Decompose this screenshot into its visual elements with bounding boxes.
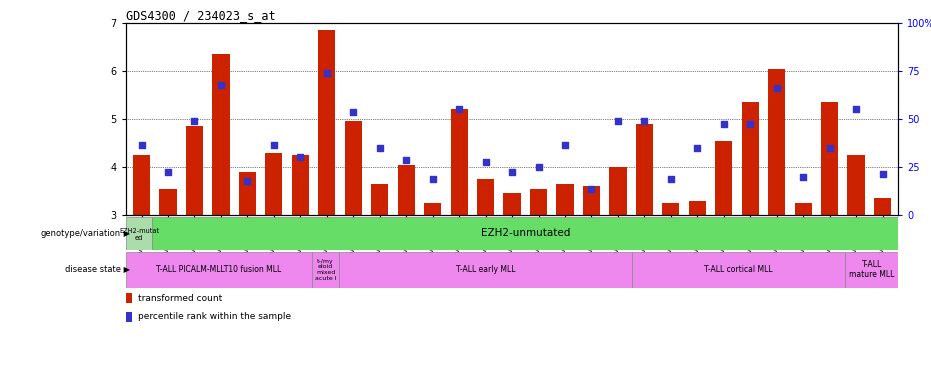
Text: disease state: disease state xyxy=(65,265,121,274)
Bar xyxy=(212,54,230,215)
Bar xyxy=(530,189,547,215)
Text: ▶: ▶ xyxy=(121,265,130,274)
Point xyxy=(505,169,519,175)
Bar xyxy=(847,155,865,215)
Text: GDS4300 / 234023_s_at: GDS4300 / 234023_s_at xyxy=(126,9,276,22)
Bar xyxy=(291,155,309,215)
Bar xyxy=(662,203,680,215)
Bar xyxy=(126,217,153,250)
Bar xyxy=(186,126,203,215)
Bar xyxy=(312,252,339,288)
Point xyxy=(611,118,626,124)
Bar xyxy=(557,184,573,215)
Bar xyxy=(451,109,467,215)
Point xyxy=(690,145,705,151)
Point xyxy=(134,142,149,149)
Point xyxy=(187,118,202,124)
Text: ▶: ▶ xyxy=(121,229,130,238)
Point xyxy=(716,121,731,127)
Bar xyxy=(398,165,415,215)
Text: EZH2-mutat
ed: EZH2-mutat ed xyxy=(119,228,159,242)
Point xyxy=(769,85,784,91)
Point xyxy=(637,118,652,124)
Text: percentile rank within the sample: percentile rank within the sample xyxy=(138,312,291,321)
Point xyxy=(425,176,440,182)
Point xyxy=(849,106,864,113)
Bar xyxy=(768,69,785,215)
Point xyxy=(584,185,599,192)
Bar xyxy=(318,30,335,215)
Bar xyxy=(126,252,312,288)
Bar xyxy=(821,102,838,215)
Bar xyxy=(504,194,520,215)
Bar xyxy=(159,189,177,215)
Bar xyxy=(609,167,627,215)
Text: T-ALL PICALM-MLLT10 fusion MLL: T-ALL PICALM-MLLT10 fusion MLL xyxy=(156,265,281,274)
Point xyxy=(796,174,811,180)
Bar xyxy=(794,203,812,215)
Bar xyxy=(239,172,256,215)
Point xyxy=(240,178,255,184)
Point xyxy=(266,142,281,149)
Bar xyxy=(583,186,600,215)
Point xyxy=(213,83,228,89)
Text: t-/my
eloid
mixed
acute l: t-/my eloid mixed acute l xyxy=(315,258,336,281)
Bar xyxy=(632,252,845,288)
Bar xyxy=(133,155,150,215)
Point xyxy=(664,176,679,182)
Bar xyxy=(424,203,441,215)
Bar xyxy=(126,312,132,322)
Point xyxy=(743,121,758,127)
Bar xyxy=(371,184,388,215)
Bar xyxy=(636,124,653,215)
Point xyxy=(398,157,413,163)
Bar xyxy=(715,141,733,215)
Bar xyxy=(344,121,362,215)
Bar xyxy=(265,153,282,215)
Point xyxy=(345,109,360,115)
Text: T-ALL
mature MLL: T-ALL mature MLL xyxy=(849,260,895,280)
Point xyxy=(875,171,890,177)
Point xyxy=(293,154,308,161)
Point xyxy=(319,70,334,76)
Bar xyxy=(689,201,706,215)
Text: transformed count: transformed count xyxy=(138,294,223,303)
Point xyxy=(372,145,387,151)
Point xyxy=(531,164,546,170)
Bar xyxy=(742,102,759,215)
Text: genotype/variation: genotype/variation xyxy=(41,229,121,238)
Text: EZH2-unmutated: EZH2-unmutated xyxy=(480,228,570,238)
Point xyxy=(160,169,175,175)
Point xyxy=(558,142,573,149)
Bar xyxy=(126,293,132,303)
Point xyxy=(479,159,493,166)
Point xyxy=(452,106,466,113)
Bar xyxy=(477,179,494,215)
Bar xyxy=(339,252,632,288)
Bar xyxy=(874,198,891,215)
Text: T-ALL cortical MLL: T-ALL cortical MLL xyxy=(704,265,773,274)
Bar xyxy=(845,252,898,288)
Point xyxy=(822,145,837,151)
Text: T-ALL early MLL: T-ALL early MLL xyxy=(455,265,515,274)
